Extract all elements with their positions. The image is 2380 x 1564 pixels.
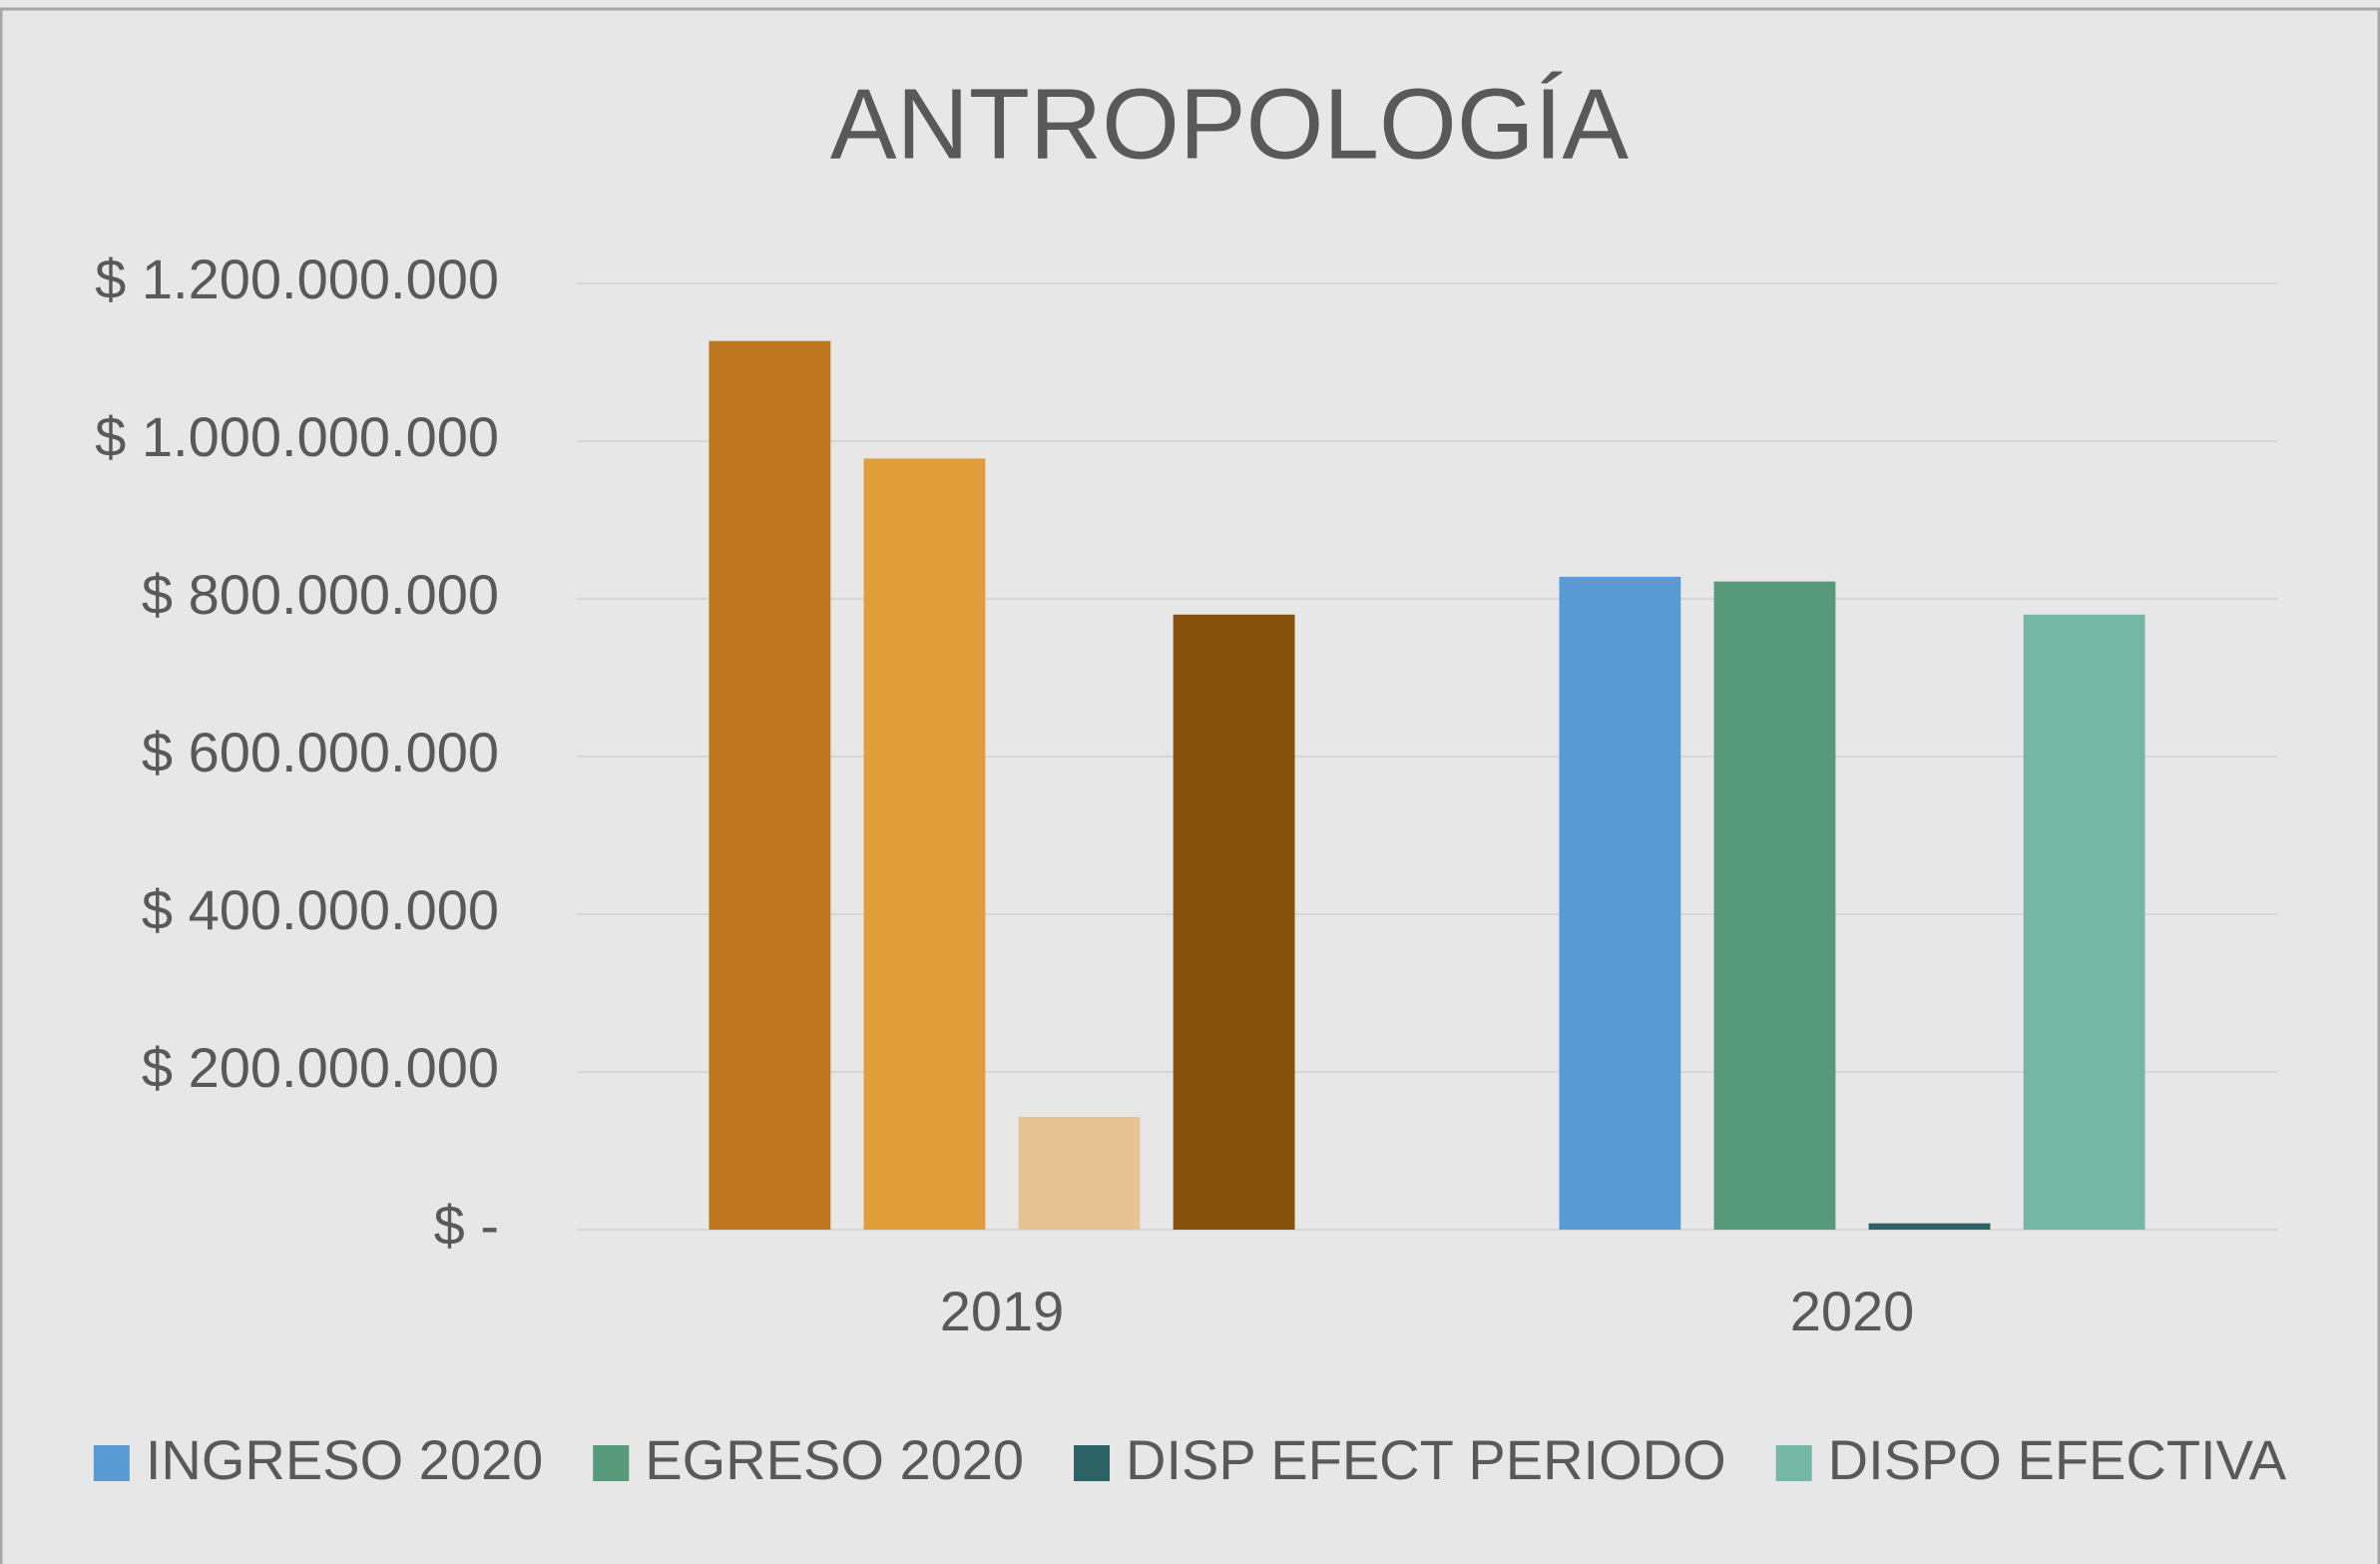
y-tick-label: $ 400.000.000 bbox=[142, 878, 499, 941]
bar bbox=[1868, 1223, 1991, 1230]
y-tick-label: $ - bbox=[434, 1194, 499, 1257]
y-tick-label: $ 600.000.000 bbox=[142, 721, 499, 783]
bar bbox=[1559, 576, 1681, 1230]
y-tick-label: $ 200.000.000 bbox=[142, 1036, 499, 1099]
legend-label: EGRESO 2020 bbox=[645, 1428, 1024, 1491]
chart-title: ANTROPOLOGÍA bbox=[830, 68, 1629, 180]
y-tick-label: $ 1.200.000.000 bbox=[95, 248, 499, 310]
x-tick-label: 2020 bbox=[1790, 1280, 1915, 1342]
bar bbox=[709, 340, 831, 1230]
bar bbox=[1713, 581, 1836, 1230]
bar bbox=[1018, 1117, 1141, 1230]
legend-swatch bbox=[1074, 1445, 1111, 1481]
legend-swatch bbox=[1775, 1445, 1812, 1481]
legend-label: INGRESO 2020 bbox=[146, 1428, 543, 1491]
y-tick-label: $ 800.000.000 bbox=[142, 563, 499, 626]
bar bbox=[1173, 614, 1295, 1230]
x-tick-label: 2019 bbox=[940, 1280, 1065, 1342]
legend-label: DISPO EFECTIVA bbox=[1828, 1428, 2287, 1491]
legend-label: DISP EFECT PERIODO bbox=[1126, 1428, 1726, 1491]
legend-swatch bbox=[593, 1445, 630, 1481]
y-tick-label: $ 1.000.000.000 bbox=[95, 405, 499, 468]
legend-swatch bbox=[93, 1445, 130, 1481]
bar bbox=[2023, 614, 2145, 1230]
bar bbox=[863, 458, 986, 1230]
